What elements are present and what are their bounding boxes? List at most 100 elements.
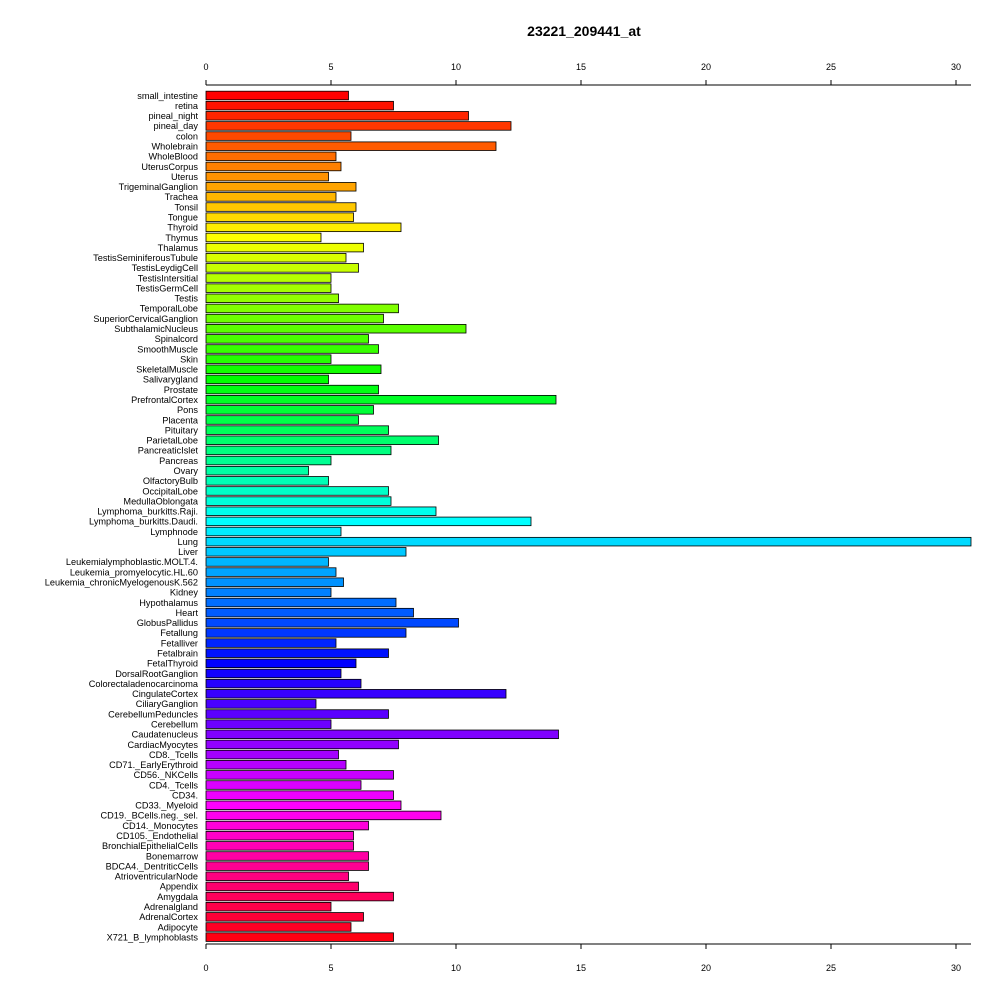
bottom-x-axis: 0 5 10 15 20 25 30 [203,943,971,973]
category-label-61: CerebellumPeduncles [108,709,198,719]
bar-18 [205,273,332,283]
bar-6 [205,151,337,162]
category-label-71: CD19._BCells.neg._sel. [100,811,198,821]
category-label-24: Spinalcord [155,334,198,344]
bar-9 [205,182,357,192]
bar-17 [205,263,359,273]
bar-24 [205,334,369,344]
category-label-35: PancreaticIslet [138,446,199,456]
bar-52 [205,618,459,628]
bar-10 [205,192,337,202]
bar-60 [205,699,317,709]
category-label-78: Appendix [160,882,199,892]
bar-37 [205,465,309,476]
category-label-64: CardiacMyocytes [128,740,199,750]
bottom-tick-label: 10 [451,963,461,973]
bar-59 [205,689,507,699]
bar-0 [205,90,349,101]
bar-2 [205,111,469,121]
bar-45 [205,547,407,557]
bar-51 [205,607,414,618]
category-label-18: TestisIntersitial [138,273,198,283]
bar-27 [205,364,382,374]
top-tick-label: 20 [701,62,711,72]
bar-34 [205,435,439,445]
bar-66 [205,760,347,770]
category-label-58: Colorectaladenocarcinoma [89,679,199,689]
bar-65 [205,749,339,760]
bar-3 [205,121,512,131]
top-tick-label: 0 [203,62,208,72]
bar-41 [205,506,437,516]
bar-49 [205,587,332,598]
category-label-13: Thyroid [167,223,198,233]
bar-72 [205,820,369,831]
category-label-79: Amygdala [157,892,199,902]
category-label-0: small_intestine [137,91,198,101]
bar-67 [205,770,394,780]
category-label-57: DorsalRootGanglion [115,669,198,679]
category-label-68: CD4._Tcells [149,780,198,790]
bar-74 [205,841,354,851]
bar-12 [205,212,354,222]
chart-title: 23221_209441_at [527,23,641,39]
category-label-59: CingulateCortex [132,689,198,699]
category-label-12: Tongue [168,212,198,222]
category-label-70: CD33._Myeloid [135,801,198,811]
category-label-49: Kidney [170,588,198,598]
category-label-17: TestisLeydigCell [132,263,198,273]
bar-22 [205,313,384,324]
bar-14 [205,232,322,243]
category-label-50: Hypothalamus [139,598,198,608]
bar-69 [205,790,394,800]
bar-70 [205,800,402,811]
bar-75 [205,851,369,861]
category-label-51: Heart [176,608,199,618]
bar-25 [205,344,379,354]
bottom-tick-label: 0 [203,963,208,973]
category-label-76: BDCA4._DentriticCells [106,861,199,871]
bar-78 [205,881,359,892]
category-label-19: TestisGermCell [136,283,198,293]
category-label-11: Tonsil [175,202,199,212]
bottom-tick-label: 5 [328,963,333,973]
category-label-4: colon [176,131,198,141]
category-label-16: TestisSeminiferousTubule [93,253,198,263]
bar-4 [205,131,352,141]
category-label-82: Adipocyte [158,922,198,932]
bar-53 [205,628,407,638]
category-label-15: Thalamus [158,243,199,253]
bar-38 [205,476,329,486]
bottom-tick-label: 15 [576,963,586,973]
bar-48 [205,577,344,587]
top-tick-label: 5 [328,62,333,72]
category-label-75: Bonemarrow [146,851,198,861]
category-label-72: CD14._Monocytes [122,821,198,831]
bar-36 [205,455,332,466]
category-label-44: Lung [178,537,198,547]
category-label-54: Fetalliver [161,638,198,648]
bar-50 [205,597,397,608]
category-label-80: Adrenalgland [144,902,198,912]
category-label-22: SuperiorCervicalGanglion [93,314,198,324]
top-x-axis: 0 5 10 15 20 25 30 [203,62,971,86]
category-label-8: Uterus [171,172,198,182]
bar-58 [205,678,362,689]
category-label-36: Pancreas [159,456,198,466]
category-label-42: Lymphoma_burkitts.Daudi. [89,517,198,527]
category-label-74: BronchialEpithelialCells [102,841,198,851]
bars-group [205,90,972,942]
category-label-55: Fetalbrain [157,649,198,659]
category-label-77: AtrioventricularNode [115,872,198,882]
category-label-33: Pituitary [165,425,199,435]
category-label-83: X721_B_lymphoblasts [107,932,199,942]
category-label-52: GlobusPallidus [137,618,199,628]
category-label-67: CD56._NKCells [134,770,199,780]
bar-77 [205,871,349,881]
bar-82 [205,922,352,932]
bar-44 [205,536,972,547]
category-label-81: AdrenalCortex [139,912,198,922]
category-label-6: WholeBlood [148,152,198,162]
bar-23 [205,324,467,334]
